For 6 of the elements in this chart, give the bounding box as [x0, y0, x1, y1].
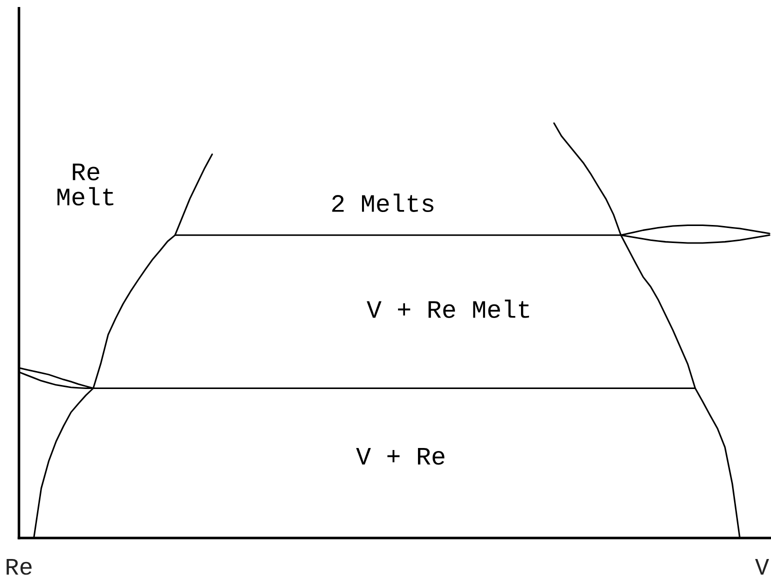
- annotation: Re Melt: [57, 164, 114, 206]
- x-tick-label: V: [755, 559, 770, 575]
- annotation: V + Re Melt: [366, 300, 530, 318]
- annotation: V + Re: [356, 448, 444, 465]
- x-tick-label: Re: [6, 559, 32, 575]
- annotation: 2 Melts: [332, 194, 434, 212]
